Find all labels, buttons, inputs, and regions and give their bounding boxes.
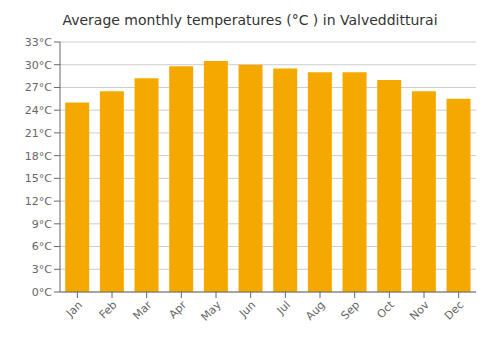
svg-text:Nov: Nov [407, 298, 432, 323]
svg-text:Dec: Dec [442, 298, 466, 322]
svg-text:24°C: 24°C [25, 104, 52, 117]
svg-text:3°C: 3°C [32, 263, 52, 276]
svg-text:27°C: 27°C [25, 81, 52, 94]
svg-text:30°C: 30°C [25, 59, 52, 72]
svg-text:0°C: 0°C [32, 286, 52, 299]
svg-text:Jun: Jun [236, 298, 258, 320]
svg-text:Feb: Feb [97, 298, 120, 321]
svg-text:Sep: Sep [338, 298, 362, 322]
svg-text:12°C: 12°C [25, 195, 52, 208]
svg-text:May: May [198, 298, 224, 324]
svg-text:15°C: 15°C [25, 172, 52, 185]
svg-text:18°C: 18°C [25, 150, 52, 163]
svg-text:9°C: 9°C [32, 218, 52, 231]
svg-text:33°C: 33°C [25, 36, 52, 49]
svg-text:Jan: Jan [63, 298, 85, 320]
svg-text:Mar: Mar [130, 298, 154, 322]
svg-text:Aug: Aug [303, 298, 327, 322]
svg-text:6°C: 6°C [32, 240, 52, 253]
svg-text:21°C: 21°C [25, 127, 52, 140]
svg-text:Apr: Apr [166, 298, 189, 321]
html-text:Average monthly temperatures (: Average monthly temperatures (°C ) in Va… [62, 12, 438, 28]
svg-text:Oct: Oct [374, 298, 397, 321]
svg-text:Jul: Jul [274, 298, 293, 317]
